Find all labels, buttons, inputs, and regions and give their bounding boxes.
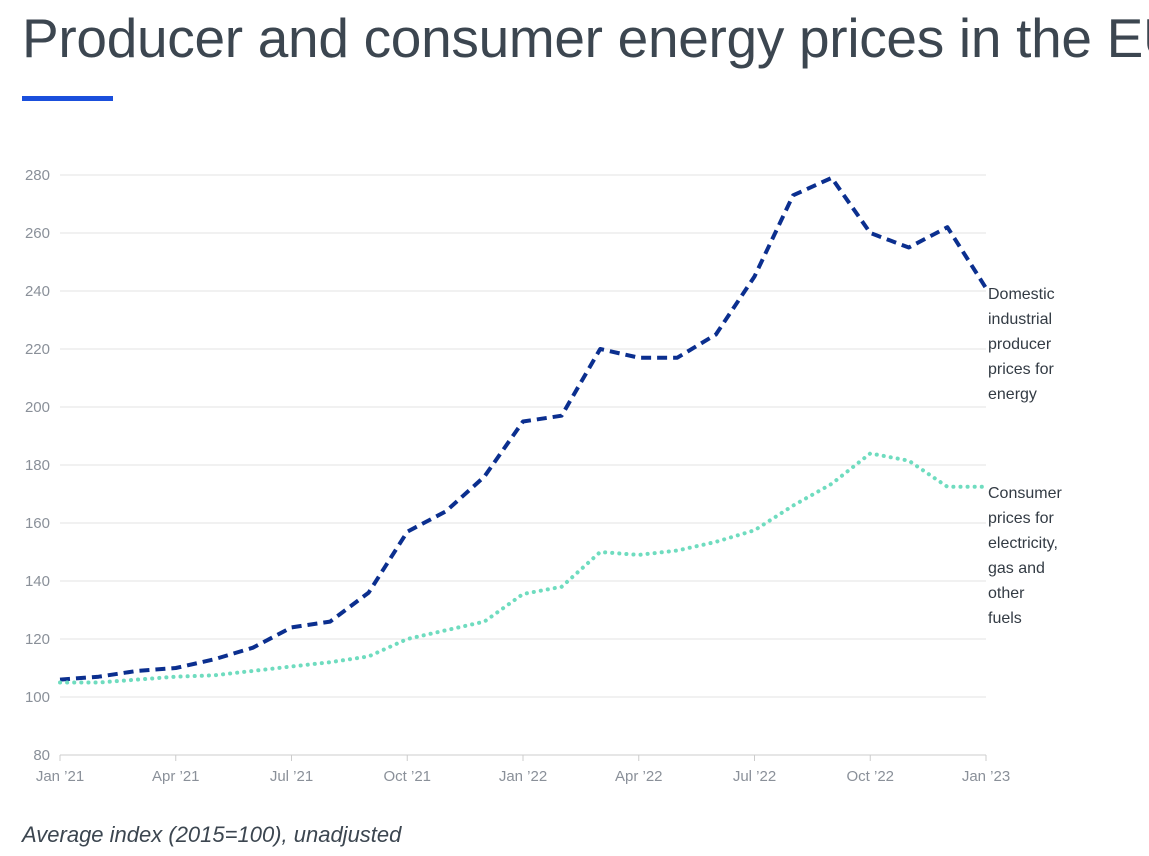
series-label-line: fuels <box>988 610 1022 627</box>
y-axis-ticks: 80 100 120 140 160 180 200 220 240 260 280 <box>25 167 50 764</box>
chart-title: Producer and consumer energy prices in t… <box>22 7 1149 69</box>
x-tick-label: Jan ’23 <box>962 768 1010 785</box>
y-tick-label: 160 <box>25 515 50 532</box>
producer-prices-line <box>59 175 988 682</box>
series-label-line: prices for <box>988 361 1054 378</box>
y-tick-label: 80 <box>33 747 50 764</box>
y-tick-label: 200 <box>25 399 50 416</box>
x-tick-label: Apr ’21 <box>152 768 200 785</box>
chart-footnote: Average index (2015=100), unadjusted <box>22 822 402 847</box>
series-lines <box>58 175 988 685</box>
x-tick-label: Jul ’22 <box>733 768 776 785</box>
series-label-line: producer <box>988 336 1052 353</box>
y-tick-label: 100 <box>25 689 50 706</box>
y-tick-label: 280 <box>25 167 50 184</box>
x-axis-ticks: Jan ’21 Apr ’21 Jul ’21 Oct ’21 Jan ’22 Apr ’… <box>36 755 1010 785</box>
y-tick-label: 180 <box>25 457 50 474</box>
series-label-line: gas and <box>988 560 1045 577</box>
x-tick-label: Oct ’21 <box>383 768 431 785</box>
y-tick-label: 140 <box>25 573 50 590</box>
series-label-line: prices for <box>988 510 1054 527</box>
series-label-line: electricity, <box>988 535 1058 552</box>
y-tick-label: 120 <box>25 631 50 648</box>
y-tick-label: 220 <box>25 341 50 358</box>
series-label-line: other <box>988 585 1025 602</box>
title-accent-bar <box>22 96 113 101</box>
consumer-prices-line <box>58 451 988 685</box>
series-label-line: industrial <box>988 311 1052 328</box>
series-label-line: energy <box>988 386 1037 403</box>
x-tick-label: Oct ’22 <box>846 768 894 785</box>
x-tick-label: Apr ’22 <box>615 768 663 785</box>
x-tick-label: Jan ’22 <box>499 768 547 785</box>
series-label-line: Domestic <box>988 286 1055 303</box>
x-tick-label: Jul ’21 <box>270 768 313 785</box>
y-tick-label: 260 <box>25 225 50 242</box>
y-tick-label: 240 <box>25 283 50 300</box>
series-label-line: Consumer <box>988 485 1062 502</box>
series-labels: Domestic industrial producer prices for ener… <box>988 286 1062 627</box>
grid-lines <box>60 174 986 756</box>
x-tick-label: Jan ’21 <box>36 768 84 785</box>
